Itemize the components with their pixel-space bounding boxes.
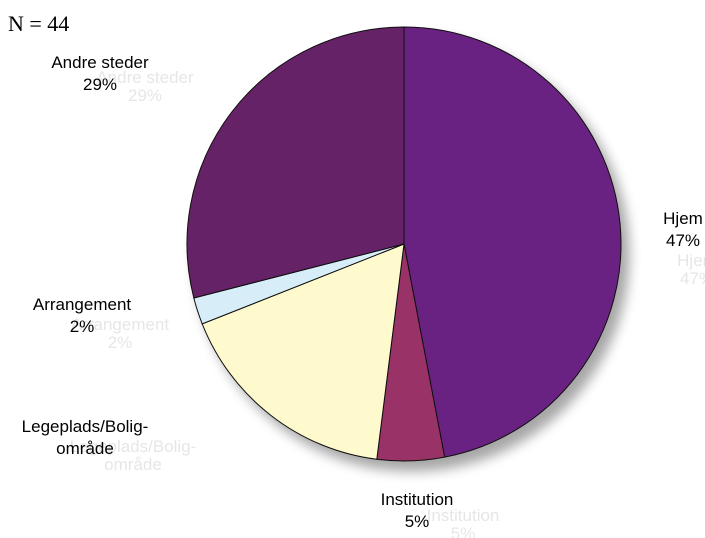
ghost-label-institution: Institution 5% [427, 506, 500, 538]
ghost-label-legeplads-bolig-omrade: Legeplads/Bolig-område [70, 437, 197, 474]
slice-label-hjem: Hjem 47% [663, 209, 703, 250]
ghost-label-arrangement: Arrangement 2% [71, 315, 170, 352]
slice-label-legeplads-bolig-omrade: Legeplads/Bolig-område [22, 417, 149, 458]
slice-label-institution: Institution 5% [381, 490, 454, 531]
slice-label-arrangement: Arrangement 2% [33, 295, 132, 336]
pie-group [186, 26, 622, 462]
sample-size-label: N = 44 [8, 11, 69, 36]
pie-slice-hjem [403, 26, 622, 458]
ghost-label-andre-steder: Andre steder 29% [96, 68, 194, 105]
slice-label-group: Hjem 47% Institution 5% Legeplads/Bolig-områ… [22, 53, 703, 531]
pie-slice-legeplads-bolig-omrade [201, 243, 405, 460]
slice-label-andre-steder: Andre steder 29% [51, 53, 149, 94]
pie-slice-andre-steder [186, 26, 405, 299]
